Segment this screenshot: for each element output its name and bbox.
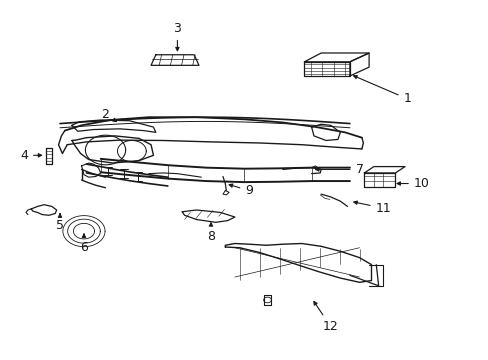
Text: 11: 11 [353, 201, 390, 215]
Text: 6: 6 [80, 234, 88, 253]
Text: 4: 4 [20, 149, 41, 162]
Text: 10: 10 [396, 177, 429, 190]
Text: 2: 2 [102, 108, 116, 121]
Text: 3: 3 [173, 22, 181, 51]
Text: 8: 8 [206, 223, 215, 243]
Text: 1: 1 [353, 76, 410, 105]
Text: 9: 9 [229, 184, 253, 197]
Text: 5: 5 [56, 213, 64, 232]
Text: 7: 7 [315, 163, 363, 176]
Text: 12: 12 [313, 302, 338, 333]
